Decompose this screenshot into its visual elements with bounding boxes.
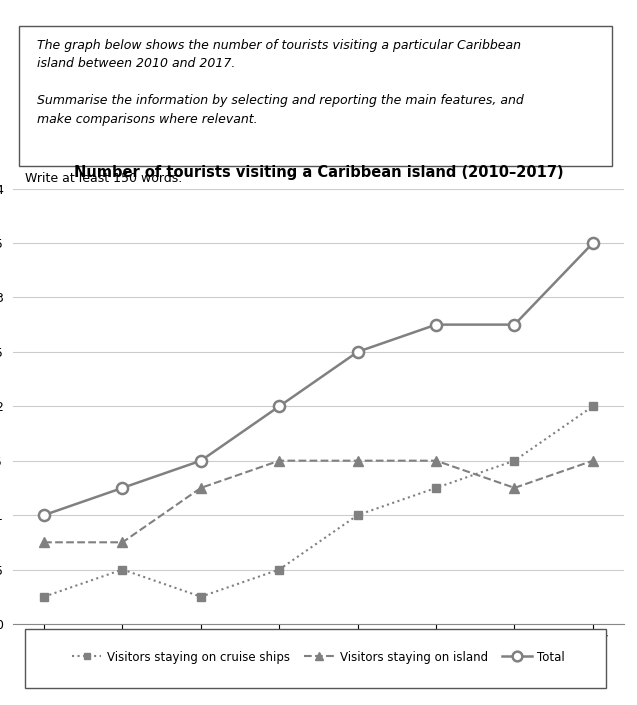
FancyBboxPatch shape (19, 25, 612, 166)
FancyBboxPatch shape (25, 629, 606, 687)
Text: Write at least 150 words.: Write at least 150 words. (25, 171, 182, 185)
Legend: Visitors staying on cruise ships, Visitors staying on island, Total: Visitors staying on cruise ships, Visito… (67, 646, 570, 668)
Text: The graph below shows the number of tourists visiting a particular Caribbean
isl: The graph below shows the number of tour… (37, 39, 524, 125)
Title: Number of tourists visiting a Caribbean island (2010–2017): Number of tourists visiting a Caribbean … (74, 166, 563, 180)
